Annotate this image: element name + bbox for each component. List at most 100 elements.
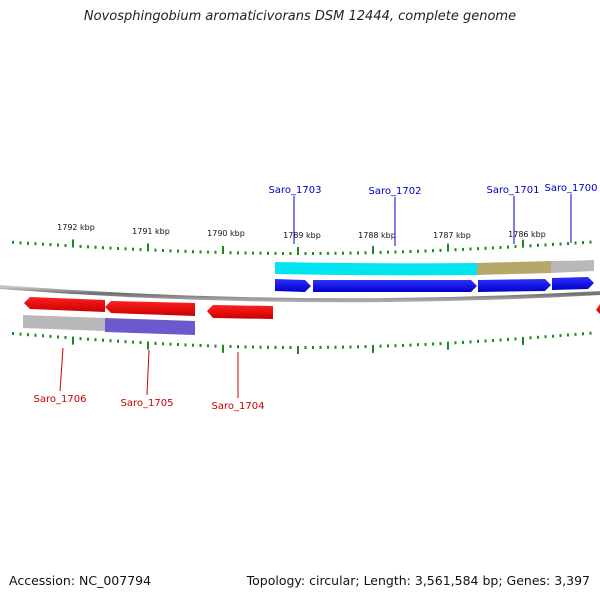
minor-tick: [544, 335, 547, 339]
minor-tick: [589, 331, 592, 335]
minor-tick: [162, 342, 164, 346]
gene-label-saro-1703[interactable]: Saro_1703: [269, 185, 322, 196]
minor-tick: [499, 338, 502, 342]
gene-arrow-saro-1705[interactable]: [105, 301, 195, 316]
minor-tick: [42, 334, 44, 338]
minor-tick: [304, 252, 307, 255]
tick-labels: 1792 kbp 1791 kbp 1790 kbp 1789 kbp 1788…: [57, 223, 546, 240]
minor-tick: [454, 248, 457, 252]
minor-tick: [199, 344, 202, 347]
gene-label-saro-1701[interactable]: Saro_1701: [487, 185, 540, 196]
tick-label: 1789 kbp: [283, 231, 321, 240]
summary-separator: ;: [355, 573, 364, 588]
length-label: Length: 3,561,584 bp: [363, 573, 499, 588]
major-tick: [147, 341, 149, 350]
minor-tick: [49, 334, 52, 338]
minor-tick: [117, 339, 119, 343]
minor-tick: [184, 249, 187, 253]
minor-tick: [57, 243, 59, 247]
minor-tick: [19, 241, 22, 245]
minor-tick: [432, 249, 434, 253]
minor-tick: [477, 339, 479, 343]
major-tick: [522, 336, 524, 345]
minor-tick: [244, 251, 247, 255]
minor-tick: [214, 344, 217, 348]
minor-tick: [177, 343, 179, 346]
minor-tick: [544, 243, 547, 247]
minor-tick: [507, 337, 509, 341]
minor-tick: [64, 244, 67, 247]
gene-arrow-saro-1702[interactable]: [313, 280, 477, 292]
minor-tick: [559, 334, 562, 338]
minor-tick: [402, 343, 404, 347]
minor-tick: [492, 339, 494, 342]
minor-tick: [117, 247, 119, 250]
minor-tick: [162, 249, 164, 252]
major-tick: [222, 246, 224, 254]
minor-tick: [12, 332, 14, 335]
minor-tick: [139, 248, 142, 252]
genome-summary: Topology: circular; Length: 3,561,584 bp…: [247, 573, 590, 588]
major-tick: [522, 239, 524, 248]
inner-tick-row: [12, 331, 592, 354]
minor-tick: [387, 250, 389, 254]
minor-tick: [169, 342, 172, 346]
minor-tick: [289, 252, 292, 255]
minor-tick: [207, 250, 209, 254]
summary-separator: ;: [498, 573, 507, 588]
minor-tick: [109, 339, 112, 343]
major-tick: [297, 247, 299, 255]
gene-labels: Saro_1703 Saro_1702 Saro_1701 Saro_1700 …: [34, 183, 598, 412]
minor-tick: [282, 252, 284, 255]
minor-tick: [334, 251, 337, 255]
minor-tick: [529, 336, 532, 340]
minor-tick: [492, 246, 494, 250]
gene-arrow-saro-1706[interactable]: [24, 297, 105, 312]
gene-label-saro-1704[interactable]: Saro_1704: [212, 401, 265, 412]
minor-tick: [387, 344, 389, 348]
gene-arrow-saro-1704[interactable]: [207, 305, 273, 319]
minor-tick: [289, 346, 292, 349]
tick-label: 1791 kbp: [132, 227, 170, 236]
minor-tick: [192, 250, 194, 254]
minor-tick: [94, 245, 97, 249]
minor-tick: [327, 251, 329, 255]
minor-tick: [267, 345, 269, 349]
minor-tick: [364, 345, 367, 349]
minor-tick: [154, 248, 157, 252]
minor-tick: [424, 342, 427, 346]
minor-tick: [574, 332, 577, 336]
minor-tick: [27, 333, 29, 337]
major-tick: [72, 336, 74, 345]
cog-segment-grey: [23, 315, 105, 331]
major-tick: [372, 344, 374, 353]
gene-arrow-saro-1701[interactable]: [478, 279, 551, 292]
gene-arrow-saro-1700[interactable]: [552, 277, 594, 290]
minor-tick: [559, 242, 562, 246]
minor-tick: [274, 345, 277, 349]
reverse-genes: [24, 297, 600, 319]
minor-tick: [552, 242, 554, 246]
minor-tick: [514, 245, 517, 249]
minor-tick: [439, 248, 442, 252]
minor-tick: [27, 241, 29, 245]
minor-tick: [319, 345, 322, 349]
gene-label-saro-1700[interactable]: Saro_1700: [545, 183, 598, 194]
minor-tick: [282, 345, 284, 349]
tick-label: 1786 kbp: [508, 230, 546, 239]
gene-arrow-partial: [596, 304, 600, 314]
minor-tick: [102, 246, 104, 250]
minor-tick: [417, 249, 419, 253]
gene-label-saro-1702[interactable]: Saro_1702: [369, 186, 422, 197]
minor-tick: [57, 335, 59, 339]
gene-label-saro-1705[interactable]: Saro_1705: [121, 398, 174, 409]
minor-tick: [244, 345, 247, 349]
minor-tick: [312, 252, 314, 255]
minor-tick: [484, 246, 487, 250]
gene-label-saro-1706[interactable]: Saro_1706: [34, 394, 87, 405]
forward-genes: [275, 277, 594, 292]
gene-arrow-saro-1703[interactable]: [275, 279, 311, 292]
minor-tick: [357, 251, 359, 255]
minor-tick: [139, 341, 142, 345]
